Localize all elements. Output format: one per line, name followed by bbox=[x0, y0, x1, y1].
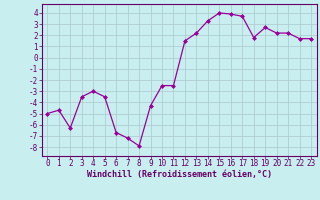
X-axis label: Windchill (Refroidissement éolien,°C): Windchill (Refroidissement éolien,°C) bbox=[87, 170, 272, 179]
